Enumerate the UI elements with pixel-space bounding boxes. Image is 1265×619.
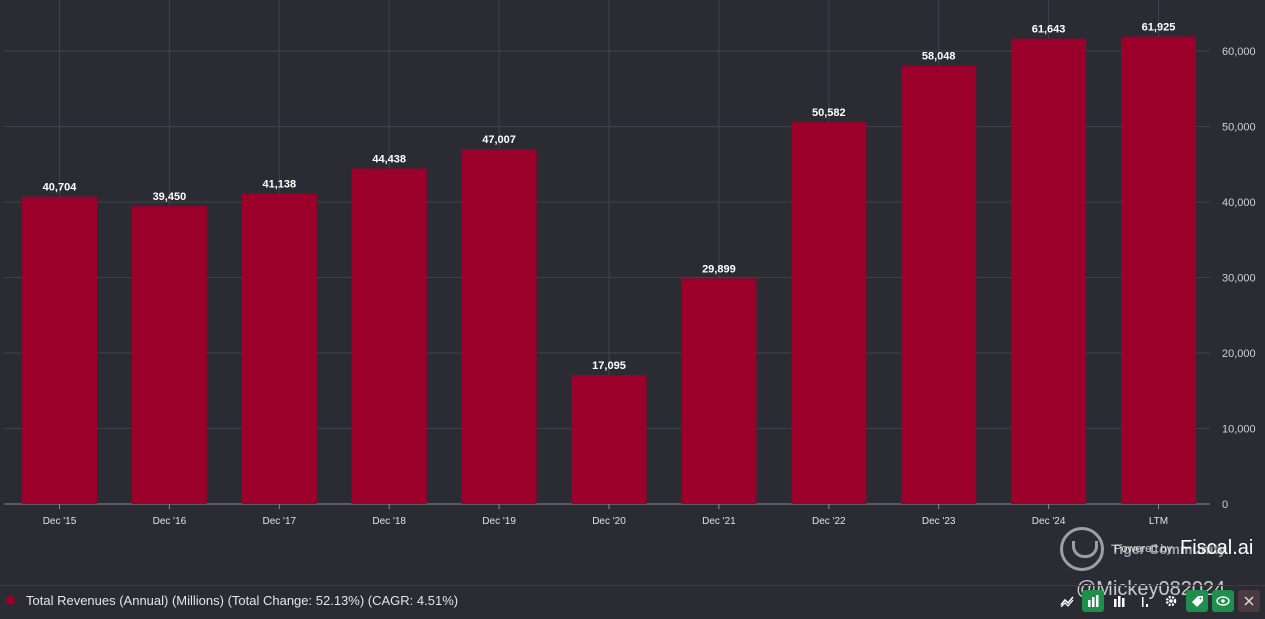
bar [681, 278, 757, 504]
x-tick-label: Dec '24 [1032, 516, 1066, 527]
bar-value-label: 17,095 [592, 360, 626, 372]
revenue-bar-chart: 40,704 39,450 41,138 44,438 47,007 17,095 29,8… [4, 0, 1256, 527]
bar-value-label: 40,704 [43, 182, 78, 194]
line-chart-icon[interactable] [1056, 590, 1078, 612]
more-options-icon[interactable] [1134, 590, 1156, 612]
bar [461, 149, 537, 504]
y-tick-label: 40,000 [1222, 197, 1256, 209]
bar-value-label: 61,925 [1142, 21, 1176, 33]
bar [791, 122, 867, 504]
x-tick-label: Dec '23 [922, 516, 956, 527]
bar [131, 206, 207, 504]
bar [1121, 36, 1196, 504]
chart-toolbar [1052, 590, 1260, 612]
chart-legend[interactable]: Total Revenues (Annual) (Millions) (Tota… [6, 593, 458, 608]
close-icon[interactable] [1238, 590, 1260, 612]
bar [901, 65, 977, 504]
x-tick-label: LTM [1149, 516, 1168, 527]
x-tick-label: Dec '17 [263, 516, 297, 527]
y-tick-label: 10,000 [1222, 424, 1256, 436]
bar-value-label: 39,450 [153, 191, 187, 203]
bar [1011, 38, 1087, 505]
y-tick-label: 30,000 [1222, 273, 1256, 285]
bar-value-labels: 40,704 39,450 41,138 44,438 47,007 17,095 29,8… [43, 21, 1176, 371]
x-axis-ticks: Dec '15 Dec '16 Dec '17 Dec '18 Dec '19 Dec '… [43, 504, 1168, 527]
bar [571, 374, 647, 504]
bar-value-label: 44,438 [372, 154, 406, 166]
y-tick-label: 20,000 [1222, 348, 1256, 360]
bar [351, 168, 427, 504]
bars [22, 36, 1196, 505]
bar-value-label: 50,582 [812, 107, 846, 119]
x-tick-label: Dec '18 [372, 516, 406, 527]
footer-divider [0, 585, 1265, 586]
bar-value-label: 41,138 [262, 178, 296, 190]
bar-value-label: 61,643 [1032, 24, 1066, 36]
bar [241, 193, 317, 504]
bar [22, 196, 97, 505]
bar-value-label: 47,007 [482, 134, 516, 146]
legend-series-label: Total Revenues (Annual) (Millions) (Tota… [26, 593, 459, 608]
x-tick-label: Dec '15 [43, 516, 77, 527]
settings-icon[interactable] [1160, 590, 1182, 612]
eye-icon[interactable] [1212, 590, 1234, 612]
x-tick-label: Dec '22 [812, 516, 846, 527]
x-tick-label: Dec '20 [592, 516, 626, 527]
legend-series-marker [6, 596, 15, 605]
x-tick-label: Dec '16 [153, 516, 187, 527]
y-axis-ticks: 0 10,000 20,000 30,000 40,000 50,000 60,000 [1222, 46, 1256, 511]
bar-value-label: 58,048 [922, 51, 956, 63]
powered-by-text: Powered by [1114, 543, 1173, 555]
y-tick-label: 60,000 [1222, 46, 1256, 58]
tiger-logo-icon [1060, 527, 1104, 571]
x-tick-label: Dec '19 [482, 516, 516, 527]
brand-logo: Fiscal.ai [1180, 537, 1254, 559]
x-tick-label: Dec '21 [702, 516, 736, 527]
y-tick-label: 50,000 [1222, 122, 1256, 134]
y-tick-label: 0 [1222, 499, 1228, 511]
tag-icon[interactable] [1186, 590, 1208, 612]
bar-value-label: 29,899 [702, 263, 736, 275]
bar-chart-icon[interactable] [1082, 590, 1104, 612]
grouped-bar-icon[interactable] [1108, 590, 1130, 612]
watermark-community: Tiger Community [1111, 541, 1226, 557]
